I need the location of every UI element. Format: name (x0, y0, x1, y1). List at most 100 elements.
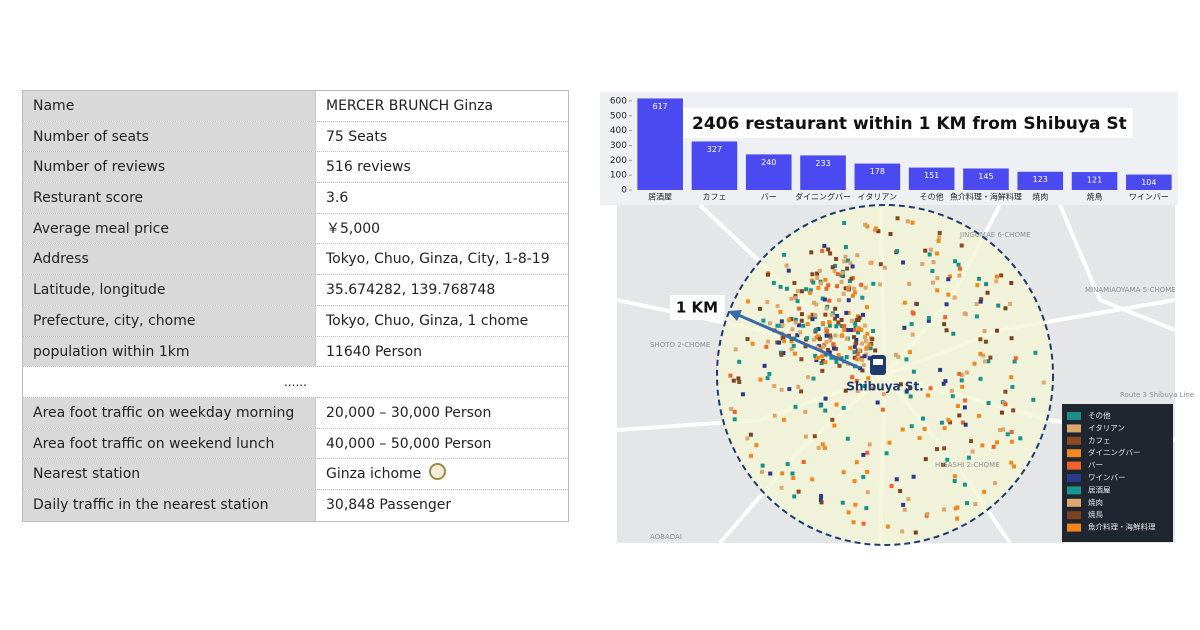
restaurant-dot (965, 501, 970, 506)
bar (1071, 172, 1118, 190)
restaurant-dot (820, 296, 825, 301)
restaurant-dot (852, 479, 857, 484)
restaurant-dot (834, 346, 839, 351)
restaurant-dot (779, 387, 784, 392)
restaurant-dot (810, 272, 815, 277)
value-label: 178 (870, 167, 885, 176)
restaurant-dot (978, 351, 983, 356)
restaurant-dot (980, 443, 985, 448)
restaurant-dot (789, 317, 794, 322)
restaurant-dot (963, 312, 968, 317)
restaurant-dot (824, 340, 829, 345)
row-label: Area foot traffic on weekday morning (23, 397, 316, 428)
restaurant-dot (815, 271, 820, 276)
restaurant-dot (850, 375, 855, 380)
restaurant-dot (839, 279, 844, 284)
row-value: 30,848 Passenger (326, 496, 452, 513)
restaurant-dot (805, 336, 810, 341)
restaurant-dot (984, 282, 989, 287)
restaurant-dot (873, 226, 878, 231)
value-label: 233 (815, 159, 830, 168)
legend-swatch (1067, 461, 1081, 470)
restaurant-dot (880, 407, 885, 412)
restaurant-dot (832, 269, 837, 274)
restaurant-dot (799, 289, 804, 294)
restaurant-dot (834, 402, 839, 407)
restaurant-dot (824, 326, 829, 331)
restaurant-dot (952, 474, 957, 479)
restaurant-dot (827, 320, 832, 325)
restaurant-dot (978, 337, 983, 342)
restaurant-dot (901, 260, 906, 265)
arrow-head (728, 310, 742, 321)
restaurant-dot (823, 352, 828, 357)
restaurant-dot (926, 316, 931, 321)
restaurant-dot (839, 323, 844, 328)
restaurant-dot (852, 286, 857, 291)
restaurant-dot (901, 502, 906, 507)
restaurant-dot (814, 302, 819, 307)
restaurant-dot (945, 457, 950, 462)
station-icon (429, 463, 447, 481)
row-label: Nearest station (23, 459, 316, 489)
restaurant-dot (946, 277, 951, 282)
restaurant-dot (996, 303, 1001, 308)
row-value: 20,000 – 30,000 Person (326, 404, 492, 421)
restaurant-dot (820, 368, 825, 373)
restaurant-dot (765, 300, 770, 305)
restaurant-dot (885, 524, 890, 529)
restaurant-dot (809, 250, 814, 255)
restaurant-dot (828, 251, 833, 256)
restaurant-dot (998, 427, 1003, 432)
restaurant-dot (860, 358, 865, 363)
restaurant-dot (904, 389, 909, 394)
station-label: Shibuya St. (846, 380, 923, 394)
restaurant-dot (881, 392, 886, 397)
row-label: population within 1km (23, 336, 316, 367)
restaurant-dot (999, 410, 1004, 415)
title-box (683, 108, 1133, 138)
restaurant-dot (860, 341, 865, 346)
bar (908, 167, 955, 190)
restaurant-dot (937, 230, 942, 235)
restaurant-dot (766, 339, 771, 344)
restaurant-dot (801, 323, 806, 328)
restaurant-dot (807, 315, 812, 320)
row-label: Address (23, 244, 316, 275)
row-value: 11640 Person (326, 343, 423, 360)
restaurant-dot (857, 315, 862, 320)
restaurant-dot (977, 413, 982, 418)
restaurant-dot (923, 457, 928, 462)
restaurant-dot (995, 328, 1000, 333)
restaurant-dot (856, 330, 861, 335)
restaurant-dot (845, 266, 850, 271)
restaurant-dot (910, 310, 915, 315)
restaurant-dot (808, 288, 813, 293)
x-tick-label: バー (761, 193, 777, 202)
restaurant-dot (939, 420, 944, 425)
restaurant-dot (852, 344, 857, 349)
restaurant-dot (815, 275, 820, 280)
restaurant-dot (854, 337, 859, 342)
restaurant-dot (942, 322, 947, 327)
restaurant-dot (943, 379, 948, 384)
restaurant-dot (772, 413, 777, 418)
restaurant-dot (843, 286, 848, 291)
restaurant-dot (958, 266, 963, 271)
restaurant-dot (779, 485, 784, 490)
restaurant-dot (792, 280, 797, 285)
row-label: Average meal price (23, 213, 316, 244)
row-label: Resturant score (23, 183, 316, 213)
restaurant-dot (736, 376, 741, 381)
restaurant-dot (780, 471, 785, 476)
restaurant-dot (910, 332, 915, 337)
restaurant-dot (944, 302, 949, 307)
legend-swatch (1067, 523, 1081, 532)
restaurant-dot (991, 444, 996, 449)
restaurant-dot (946, 418, 951, 423)
restaurant-dot (824, 329, 829, 334)
restaurant-dot (759, 469, 764, 474)
bar (691, 141, 738, 190)
restaurant-dot (829, 355, 834, 360)
